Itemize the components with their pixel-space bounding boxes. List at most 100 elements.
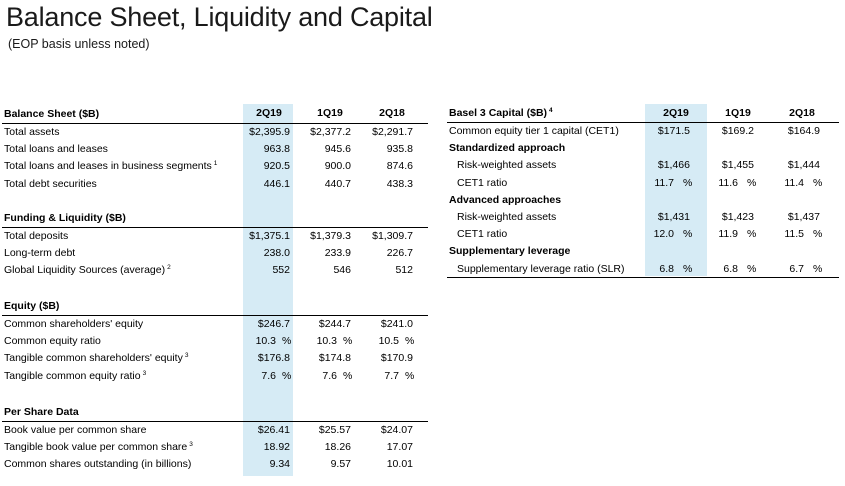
row-label: Risk-weighted assets <box>457 211 557 223</box>
per_share-header-rule <box>2 421 428 422</box>
basel-subheader: Standardized approach <box>449 142 566 155</box>
value-cell: $1,466 <box>657 159 690 172</box>
value-cell: 11.5 <box>784 228 804 241</box>
value-cell: 11.9 <box>718 228 738 241</box>
percent-sign: % <box>343 335 353 348</box>
percent-sign: % <box>683 176 693 189</box>
value-cell: 546 <box>333 264 351 277</box>
row-label: Risk-weighted assets <box>457 159 557 172</box>
percent-sign: % <box>683 262 693 275</box>
footnote-marker: 2 <box>167 264 171 272</box>
value-cell: 10.5 <box>378 335 399 348</box>
percent-sign: % <box>747 262 757 275</box>
percent-sign: % <box>405 369 415 382</box>
value-cell: 9.34 <box>269 458 290 471</box>
value-cell: $164.9 <box>787 125 820 137</box>
value-cell: 900.0 <box>324 160 351 173</box>
highlight-column-2q19-left <box>243 104 293 476</box>
value-cell: $1,423 <box>721 211 754 223</box>
funding-header-rule <box>2 227 428 228</box>
value-cell: 7.6 <box>261 369 276 382</box>
value-cell: 233.9 <box>324 247 351 260</box>
value-cell: 226.7 <box>386 247 413 260</box>
footnote-marker: 3 <box>189 441 193 449</box>
value-cell: $2,377.2 <box>310 126 351 138</box>
value-cell: $1,455 <box>721 159 754 172</box>
value-cell: $1,309.7 <box>372 230 413 242</box>
row-label: Tangible common shareholders' equity 3 <box>4 352 189 365</box>
value-cell: $241.0 <box>380 318 413 330</box>
row-label: Long-term debt <box>4 247 76 260</box>
page-subtitle: (EOP basis unless noted) <box>8 37 150 51</box>
basel-header: Basel 3 Capital ($B) 4 <box>449 107 553 119</box>
value-cell: 7.6 <box>322 369 337 382</box>
row-label: Supplementary leverage ratio (SLR) <box>457 262 625 275</box>
value-cell: 935.8 <box>386 143 413 156</box>
value-cell: 446.1 <box>263 177 290 190</box>
percent-sign: % <box>813 228 823 241</box>
row-label: Common equity ratio <box>4 335 101 348</box>
value-cell: 512 <box>395 264 413 277</box>
value-cell: 238.0 <box>263 247 290 260</box>
highlight-column-2q19-right <box>645 104 707 276</box>
value-cell: $171.5 <box>657 125 690 137</box>
footnote-marker: 3 <box>184 352 189 360</box>
value-cell: $24.07 <box>380 424 413 436</box>
percent-sign: % <box>747 176 757 189</box>
value-cell: 6.8 <box>723 262 738 275</box>
value-cell: 552 <box>272 264 290 277</box>
equity-header: Equity ($B) <box>4 300 60 312</box>
row-label: Total loans and leases <box>4 143 108 156</box>
value-cell: $1,437 <box>787 211 820 223</box>
column-header-2q19: 2Q19 <box>663 107 689 119</box>
value-cell: $2,291.7 <box>372 126 413 138</box>
column-header-2q18: 2Q18 <box>789 107 815 119</box>
row-label: Common shareholders' equity <box>4 318 144 330</box>
balance_sheet-header: Balance Sheet ($B) <box>4 108 100 120</box>
row-label: Common equity tier 1 capital (CET1) <box>449 125 619 137</box>
column-header-2q19: 2Q19 <box>256 107 282 119</box>
value-cell: 945.6 <box>324 143 351 156</box>
value-cell: 17.07 <box>386 441 413 454</box>
row-label: Tangible common equity ratio 3 <box>4 369 147 382</box>
value-cell: 6.7 <box>789 262 804 275</box>
row-label: Total debt securities <box>4 177 97 190</box>
footnote-marker: 3 <box>142 369 147 377</box>
value-cell: $26.41 <box>257 424 290 436</box>
value-cell: 18.26 <box>324 441 351 454</box>
percent-sign: % <box>282 369 292 382</box>
value-cell: 874.6 <box>386 160 413 173</box>
value-cell: 438.3 <box>386 177 413 190</box>
basel-bottom-rule <box>447 276 839 278</box>
value-cell: $174.8 <box>318 352 351 365</box>
basel-header-rule <box>447 122 839 123</box>
value-cell: 920.5 <box>263 160 290 173</box>
balance_sheet-header-rule <box>2 123 428 124</box>
value-cell: 440.7 <box>324 177 351 190</box>
value-cell: $1,444 <box>787 159 820 172</box>
row-label: Total deposits <box>4 230 69 242</box>
equity-header-rule <box>2 315 428 316</box>
percent-sign: % <box>282 335 292 348</box>
percent-sign: % <box>343 369 353 382</box>
percent-sign: % <box>683 228 693 241</box>
basel-subheader: Advanced approaches <box>449 193 562 206</box>
value-cell: 963.8 <box>263 143 290 156</box>
value-cell: $244.7 <box>318 318 351 330</box>
row-label: CET1 ratio <box>457 176 508 189</box>
row-label: CET1 ratio <box>457 228 508 241</box>
per_share-header: Per Share Data <box>4 406 79 418</box>
funding-header: Funding & Liquidity ($B) <box>4 212 126 224</box>
percent-sign: % <box>747 228 757 241</box>
row-label: Total assets <box>4 126 60 138</box>
row-label: Common shares outstanding (in billions) <box>4 458 192 471</box>
value-cell: $169.2 <box>721 125 754 137</box>
column-header-1q19: 1Q19 <box>317 107 343 119</box>
value-cell: 7.7 <box>384 369 399 382</box>
footnote-marker: 1 <box>213 160 218 168</box>
column-header-1q19: 1Q19 <box>725 107 751 119</box>
value-cell: $170.9 <box>380 352 413 365</box>
value-cell: 10.3 <box>255 335 276 348</box>
value-cell: $1,379.3 <box>310 230 351 242</box>
value-cell: $1,375.1 <box>249 230 290 242</box>
